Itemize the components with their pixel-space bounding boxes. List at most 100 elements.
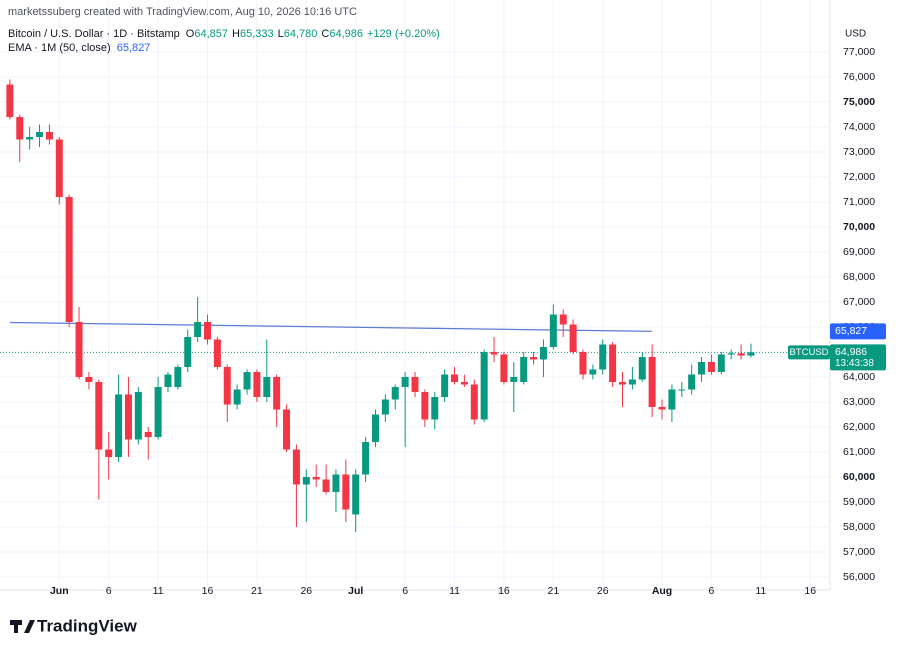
- x-tick-label: 6: [106, 585, 112, 597]
- y-tick-label: 56,000: [843, 571, 875, 583]
- candle-body: [648, 357, 656, 407]
- candle-body: [628, 379, 636, 385]
- candle-body: [75, 322, 83, 377]
- credit: marketssuberg created with TradingView.c…: [8, 6, 357, 18]
- y-tick-label: 57,000: [843, 546, 875, 558]
- y-tick-label: 73,000: [843, 146, 875, 158]
- candle-body: [431, 397, 439, 420]
- ohlc-key: O: [186, 28, 195, 40]
- candle-body: [45, 132, 53, 140]
- candle-body: [362, 442, 370, 475]
- x-tick-label: 6: [402, 585, 408, 597]
- change: +129 (+0.20%): [367, 28, 440, 40]
- candle-body: [530, 357, 538, 360]
- symbol-line: Bitcoin / U.S. Dollar · 1D · Bitstamp O 64…: [8, 28, 440, 40]
- y-tick-label: 62,000: [843, 421, 875, 433]
- y-tick-label: 76,000: [843, 71, 875, 83]
- ohlc-key: C: [321, 28, 329, 40]
- y-tick-label: 64,000: [843, 371, 875, 383]
- symbol: Bitcoin / U.S. Dollar · 1D · Bitstamp: [8, 28, 180, 40]
- price-label: 64,986: [835, 346, 867, 358]
- x-tick-label: 11: [153, 585, 164, 597]
- candle-body: [441, 374, 449, 397]
- candle-body: [65, 197, 73, 322]
- x-tick-label: Jul: [348, 585, 363, 597]
- candle-body: [253, 372, 261, 397]
- candle-body: [619, 382, 626, 385]
- candle-body: [223, 367, 231, 405]
- candle-body: [292, 449, 300, 485]
- y-tick-label: 74,000: [843, 121, 875, 133]
- candle-body: [302, 477, 310, 485]
- candle-body: [539, 347, 547, 360]
- candle-body: [500, 354, 508, 382]
- candle-body: [184, 337, 192, 367]
- y-tick-label: 71,000: [843, 196, 875, 208]
- y-tick-label: 77,000: [843, 46, 875, 58]
- candle-body: [698, 362, 706, 375]
- price-box: [830, 344, 886, 371]
- x-tick-label: 21: [547, 585, 559, 597]
- grid: 56,000 57,000 58,000 59,000 60,000 61,000 62,0…: [0, 0, 875, 597]
- candle-body: [85, 377, 93, 382]
- ohlc-value: 64,986: [329, 28, 363, 40]
- ohlc-key: H: [232, 28, 240, 40]
- overlay: marketssuberg created with TradingView.c…: [8, 6, 886, 635]
- candle-body: [549, 314, 557, 347]
- candle-body: [727, 353, 735, 355]
- candle-body: [322, 479, 330, 492]
- candle-body: [599, 344, 607, 370]
- candle-body: [717, 354, 725, 372]
- candle-body: [589, 369, 597, 375]
- candle-body: [36, 132, 44, 137]
- candle-body: [124, 394, 132, 440]
- candle-body: [273, 377, 281, 410]
- y-tick-label: 69,000: [843, 246, 875, 258]
- candle-body: [668, 389, 676, 410]
- currency: USD: [845, 29, 866, 40]
- candle-body: [105, 449, 113, 457]
- candle-body: [16, 117, 24, 140]
- candle-body: [470, 384, 478, 420]
- ema-line: EMA · 1M (50, close) 65,827: [8, 42, 150, 54]
- candle-body: [490, 352, 498, 355]
- y-tick-label: 72,000: [843, 171, 875, 183]
- x-tick-label: Jun: [50, 585, 69, 597]
- candle-body: [411, 377, 419, 392]
- countdown: 13:43:38: [835, 358, 874, 369]
- symbol-box: [788, 345, 830, 360]
- candle-body: [194, 322, 202, 337]
- candle-body: [391, 387, 399, 400]
- candle-body: [243, 372, 251, 390]
- candle-body: [342, 474, 350, 510]
- candle-body: [421, 392, 429, 420]
- logo: TradingView: [10, 616, 138, 635]
- ohlc-value: 64,780: [284, 28, 318, 40]
- ema-line: [9, 321, 653, 332]
- y-tick-label: 61,000: [843, 446, 875, 458]
- x-tick-label: 26: [300, 585, 312, 597]
- ohlc-key: L: [278, 28, 284, 40]
- candle-body: [381, 399, 389, 415]
- x-tick-label: 16: [498, 585, 510, 597]
- candle-body: [451, 374, 459, 382]
- x-tick-label: 11: [755, 585, 766, 597]
- candle-body: [559, 314, 567, 325]
- logo-text: TradingView: [37, 616, 138, 635]
- ema-name: EMA · 1M (50, close): [8, 42, 111, 54]
- ema-label: 65,827: [835, 325, 867, 337]
- y-tick-label: 68,000: [843, 271, 875, 283]
- candle-body: [233, 389, 241, 405]
- y-tick-label: 70,000: [843, 221, 875, 233]
- x-tick-label: 21: [251, 585, 263, 597]
- y-tick-label: 58,000: [843, 521, 875, 533]
- x-tick-label: 16: [804, 585, 816, 597]
- logo-icon: [10, 620, 35, 633]
- x-tick-label: Aug: [652, 585, 672, 597]
- candle-body: [678, 389, 686, 391]
- candle-body: [737, 353, 745, 356]
- y-tick-label: 59,000: [843, 496, 875, 508]
- ema-label-box: [830, 323, 886, 340]
- candle-body: [134, 392, 142, 440]
